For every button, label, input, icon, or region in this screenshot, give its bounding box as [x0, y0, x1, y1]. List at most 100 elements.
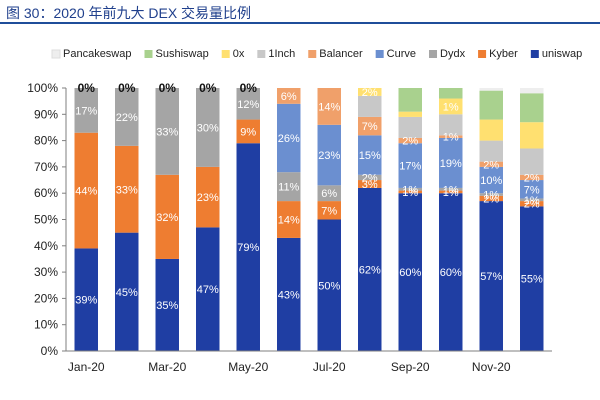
x-tick-label: Jan-20 — [68, 360, 105, 374]
data-label: 17% — [399, 161, 421, 173]
data-label-top: 0% — [240, 81, 258, 95]
bar-segment-curve — [358, 135, 382, 175]
bar-segment-balancer — [479, 161, 503, 167]
data-label-top: 0% — [159, 81, 177, 95]
bar-segment-curve — [277, 103, 301, 173]
y-tick-label: 0% — [41, 344, 59, 358]
bar-segment-curve — [317, 124, 341, 186]
bar-segment-uniswap — [479, 201, 503, 351]
bar-segment-dydx — [439, 187, 463, 191]
data-label: 79% — [237, 242, 259, 254]
y-tick-label: 90% — [34, 107, 58, 121]
bar-segment-uniswap — [358, 187, 382, 351]
data-label: 1% — [402, 187, 418, 199]
bar-segment-1inch — [398, 116, 422, 138]
bar-segment-0x — [520, 122, 544, 149]
data-label-top: 0% — [199, 81, 217, 95]
bar-segment-1inch — [358, 95, 382, 117]
bar-segment-dydx — [277, 172, 301, 202]
bar-segment-uniswap — [439, 193, 463, 351]
bar-segment-kyber — [115, 145, 139, 233]
data-label: 35% — [156, 300, 178, 312]
legend-label-pancakeswap: Pancakeswap — [63, 48, 132, 60]
data-label: 1% — [443, 101, 459, 113]
data-label: 2% — [524, 172, 540, 184]
data-label: 14% — [318, 101, 340, 113]
data-label: 2% — [362, 172, 378, 184]
bar-segment-uniswap — [398, 193, 422, 351]
bar-segment-0x — [398, 111, 422, 117]
bar-segment-pancakeswap — [520, 88, 544, 94]
legend-label-0x: 0x — [233, 48, 245, 60]
legend-label-uniswap: uniswap — [542, 48, 582, 60]
x-tick-label: Nov-20 — [472, 360, 511, 374]
data-label: 23% — [318, 150, 340, 162]
data-label-top: 0% — [78, 81, 96, 95]
y-tick-label: 20% — [34, 291, 58, 305]
x-tick-label: Sep-20 — [391, 360, 430, 374]
data-label: 62% — [359, 264, 381, 276]
bar-segment-kyber — [236, 119, 260, 144]
legend-swatch-pancakeswap — [51, 49, 61, 59]
legend-label-curve: Curve — [387, 48, 416, 60]
bar-segment-sushiswap — [398, 88, 422, 112]
y-tick-label: 60% — [34, 186, 58, 200]
data-label: 1% — [524, 195, 540, 207]
bar-segment-uniswap — [115, 232, 139, 351]
data-label: 39% — [75, 295, 97, 307]
bar-segment-uniswap — [74, 248, 98, 351]
bar-segment-curve — [439, 137, 463, 188]
chart-legend: Pancakeswap Sushiswap 0x 1Inch Balancer Curve… — [51, 48, 582, 60]
legend-swatch-curve — [375, 50, 384, 58]
bar-segment-balancer — [398, 137, 422, 144]
bar-segment-uniswap — [277, 237, 301, 351]
bar-segment-kyber — [520, 201, 544, 207]
data-label: 33% — [116, 184, 138, 196]
legend-swatch-uniswap — [530, 50, 539, 58]
data-label: 23% — [197, 192, 219, 204]
bar-segment-curve — [479, 166, 503, 194]
data-label: 14% — [278, 215, 300, 227]
bar-segment-kyber — [398, 190, 422, 194]
bar-segment-uniswap — [520, 206, 544, 351]
bar-segment-kyber — [317, 201, 341, 220]
data-label: 6% — [281, 91, 297, 103]
data-label-top: 0% — [118, 81, 136, 95]
x-axis: Jan-20 Mar-20 May-20 Jul-20 Sep-20 Nov-20 — [66, 350, 552, 374]
bar-segment-sushiswap — [439, 88, 463, 99]
legend-label-1inch: 1Inch — [268, 48, 295, 60]
bar-segment-dydx — [317, 185, 341, 202]
legend-swatch-dydx — [429, 50, 438, 58]
bar-segment-curve — [398, 143, 422, 188]
data-label: 7% — [321, 205, 337, 217]
y-tick-label: 100% — [27, 81, 58, 95]
plot-area: 39% 44% 17% 45% 33% 22% 35% 32% 33% 47% 23% 30% 79% 9… — [74, 81, 544, 351]
y-tick-label: 80% — [34, 134, 58, 148]
data-label: 45% — [116, 287, 138, 299]
legend-swatch-0x — [221, 50, 230, 58]
y-tick-label: 70% — [34, 160, 58, 174]
data-label: 9% — [240, 126, 256, 138]
data-label: 30% — [197, 122, 219, 134]
bar-segment-curve — [520, 180, 544, 199]
data-label: 2% — [524, 199, 540, 211]
y-tick-label: 10% — [34, 318, 58, 332]
bar-segment-kyber — [439, 190, 463, 194]
data-label: 26% — [278, 133, 300, 145]
x-tick-label: May-20 — [228, 360, 268, 374]
data-label: 55% — [521, 274, 543, 286]
bar-segment-kyber — [277, 201, 301, 238]
bar-segment-dydx — [398, 187, 422, 191]
bar-segment-uniswap — [155, 258, 179, 351]
bar-segment-1inch — [520, 148, 544, 175]
bar-segment-balancer — [317, 88, 341, 125]
data-label: 3% — [362, 179, 378, 191]
bar-segment-dydx — [155, 88, 179, 175]
bar-segment-kyber — [196, 166, 220, 228]
y-tick-label: 30% — [34, 265, 58, 279]
bar-segment-sushiswap — [479, 90, 503, 120]
legend-swatch-balancer — [308, 50, 317, 58]
bar-segment-kyber — [155, 174, 179, 259]
data-label: 32% — [156, 212, 178, 224]
bar-segment-uniswap — [317, 219, 341, 351]
